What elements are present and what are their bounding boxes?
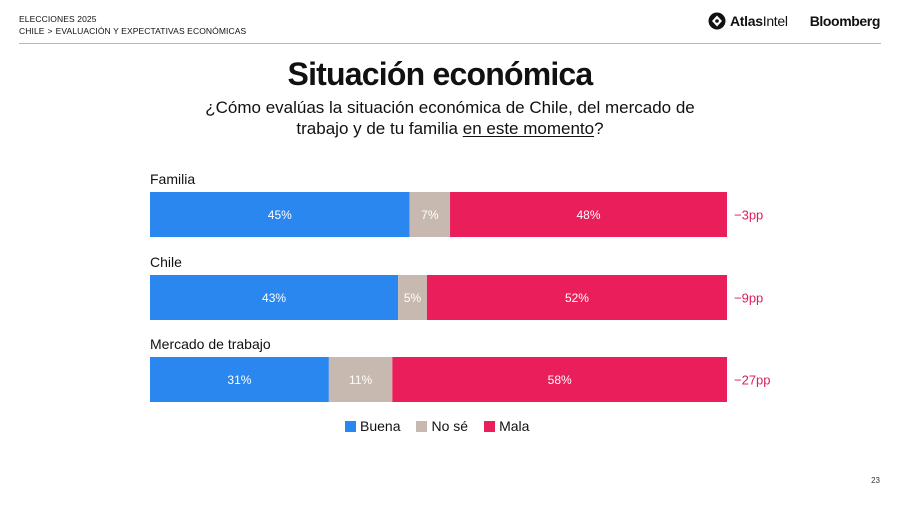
page-number: 23 [871,476,880,485]
bar-chile-buena [150,275,399,320]
subtitle-underlined: en este momento [462,119,595,138]
legend-label-mala: Mala [499,418,530,434]
net-label-mercado-de-trabajo: −27pp [734,373,771,388]
net-label-familia: −3pp [734,208,763,223]
category-label-chile: Chile [150,254,182,270]
data-label-familia-buena: 45% [268,208,292,222]
bar-familia-buena [150,192,410,237]
legend-item-buena: Buena [345,418,400,434]
bar-mercado-de-trabajo-buena [150,357,329,402]
bar-mercado-de-trabajo-mala [392,357,727,402]
legend-swatch-mala [484,420,496,432]
bar-mercado-de-trabajo-nose [328,357,393,402]
data-label-mercado-de-trabajo-mala: 58% [548,373,572,387]
chart-subtitle: ¿Cómo evalúas la situación económica de … [0,97,900,139]
data-label-familia-nose: 7% [421,208,439,222]
header-divider [19,43,881,44]
breadcrumb-section: EVALUACIÓN Y EXPECTATIVAS ECONÓMICAS [55,26,247,36]
legend-swatch-nose [416,420,428,432]
atlasintel-mark-icon [708,12,726,30]
data-label-chile-mala: 52% [565,291,589,305]
atlasintel-logo: AtlasIntel [708,12,788,30]
subtitle-line1: ¿Cómo evalúas la situación económica de … [205,98,695,117]
bloomberg-logo: Bloomberg [809,13,881,29]
legend-label-buena: Buena [360,418,401,434]
bar-chile-nose [398,275,427,320]
bar-familia-mala [450,192,727,237]
atlasintel-logo-light: Intel [762,13,788,29]
data-label-chile-nose: 5% [404,291,422,305]
header-breadcrumb: ELECCIONES 2025 CHILE > EVALUACIÓN Y EXPEC… [19,13,246,37]
legend: Buena No sé Mala [345,418,529,434]
header-election-label: ELECCIONES 2025 [19,14,97,24]
atlasintel-logo-bold: Atlas [729,13,763,29]
bar-chile-mala [426,275,727,320]
bar-familia-nose [409,192,451,237]
data-label-mercado-de-trabajo-nose: 11% [349,373,372,387]
breadcrumb-country: CHILE [19,26,45,36]
data-label-mercado-de-trabajo-buena: 31% [227,373,251,387]
logos: AtlasIntel Bloomberg [708,12,880,30]
breadcrumb: CHILE > EVALUACIÓN Y EXPECTATIVAS ECONÓMIC… [19,25,246,37]
legend-label-nose: No sé [431,418,469,434]
legend-item-mala: Mala [484,418,529,434]
category-label-mercado-de-trabajo: Mercado de trabajo [150,336,271,352]
data-label-familia-mala: 48% [577,208,601,222]
subtitle-end: ? [594,119,604,138]
subtitle-line2: trabajo y de tu familia [296,119,463,138]
legend-item-nose: No sé [416,418,468,434]
chart-title: Situación económica [287,56,594,92]
net-label-chile: −9pp [734,291,763,306]
data-label-chile-buena: 43% [262,291,286,305]
breadcrumb-separator: > [47,26,53,36]
category-label-familia: Familia [150,171,195,187]
legend-swatch-buena [345,420,356,432]
